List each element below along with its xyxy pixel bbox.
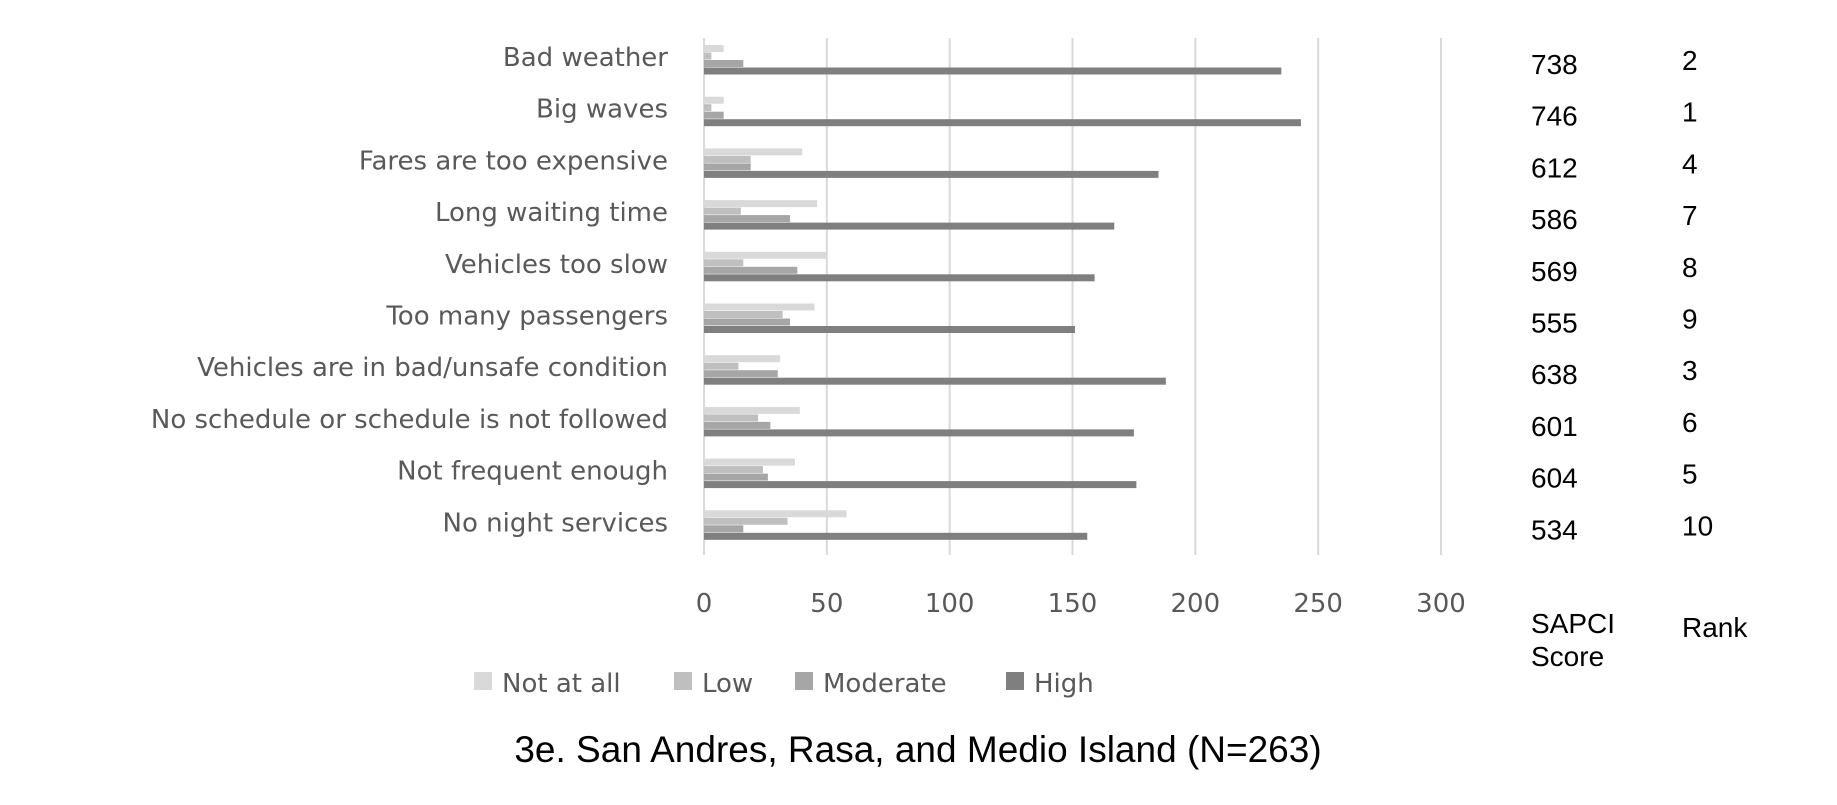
category-label: Vehicles are in bad/unsafe condition [197,353,668,383]
rank-header: Rank [1682,612,1748,643]
bar-low [704,362,739,370]
bar-not-at-all [704,251,827,259]
bar-high [704,222,1115,230]
bar-high [704,67,1282,75]
bar-not-at-all [704,510,847,518]
category-label: Too many passengers [385,302,668,332]
bar-moderate [704,421,771,429]
legend-label: Moderate [823,669,947,699]
rank-value: 1 [1682,97,1698,128]
category-label: Vehicles too slow [445,250,668,280]
bar-not-at-all [704,458,795,466]
bar-low [704,311,783,318]
rank-value: 6 [1682,407,1698,438]
bar-low [704,155,751,163]
sapci-score-value: 569 [1531,256,1578,287]
bar-low [704,414,759,422]
rank-value: 2 [1682,45,1698,76]
category-label: No night services [443,508,668,538]
x-tick-label: 250 [1293,589,1343,619]
bar-moderate [704,473,768,481]
bar-high [704,326,1075,333]
bar-moderate [704,525,744,533]
bar-high [704,170,1159,178]
bar-low [704,517,788,525]
category-label: Fares are too expensive [359,146,668,176]
legend-label: Not at all [502,669,621,699]
rank-value: 5 [1682,459,1698,490]
sapci-score-value: 586 [1531,204,1578,235]
x-tick-label: 300 [1416,589,1466,619]
sapci-score-value: 738 [1531,49,1578,80]
bar-moderate [704,215,790,223]
bar-not-at-all [704,45,724,52]
grid-lines [703,38,1442,555]
bar-high [704,377,1166,385]
legend-label: High [1034,669,1094,699]
category-labels: Bad weather Big waves Fares are too expens… [151,43,668,538]
category-label: Big waves [536,95,668,125]
bar-high [704,119,1301,127]
x-tick-label: 100 [925,589,975,619]
bar-moderate [704,163,751,171]
rank-value: 10 [1682,510,1713,541]
score-header-line1: SAPCI [1531,608,1615,639]
x-axis-ticks: 0 50 100 150 200 250 300 [696,589,1466,619]
legend: Not at all Low Moderate High [474,669,1094,699]
bar-not-at-all [704,406,800,414]
sapci-score-value: 612 [1531,152,1578,183]
bar-moderate [704,111,724,119]
bar-high [704,532,1088,540]
x-tick-label: 50 [810,589,843,619]
category-label: No schedule or schedule is not followed [151,405,668,435]
bar-moderate [704,60,744,67]
legend-swatch [474,672,492,690]
bars [704,45,1301,540]
sapci-score-value: 604 [1531,463,1578,494]
score-rank-table: 738 2 746 1 612 4 586 7 569 8 555 9 638 3 601 6 604 5 534 1… [1531,45,1748,672]
sapci-score-value: 601 [1531,411,1578,442]
bar-moderate [704,318,790,326]
legend-swatch [795,672,813,690]
bar-low [704,104,712,112]
sapci-score-value: 555 [1531,308,1578,339]
sapci-score-value: 534 [1531,514,1578,545]
x-tick-label: 150 [1048,589,1098,619]
category-label: Not frequent enough [397,457,668,487]
bar-not-at-all [704,355,781,363]
rank-value: 9 [1682,304,1698,335]
bar-high [704,429,1134,437]
sapci-score-value: 638 [1531,359,1578,390]
bar-not-at-all [704,148,803,156]
sapci-score-value: 746 [1531,101,1578,132]
chart-caption: 3e. San Andres, Rasa, and Medio Island (… [514,729,1321,770]
rank-value: 8 [1682,252,1698,283]
rank-value: 4 [1682,148,1698,179]
bar-high [704,274,1095,282]
legend-swatch [674,672,692,690]
rank-value: 3 [1682,355,1698,386]
bar-not-at-all [704,200,818,208]
bar-not-at-all [704,303,815,311]
bar-low [704,259,744,267]
score-header-line2: Score [1531,641,1604,672]
category-label: Bad weather [503,43,668,73]
bar-low [704,466,763,474]
bar-moderate [704,370,778,378]
legend-label: Low [702,669,753,699]
x-tick-label: 200 [1171,589,1221,619]
bar-not-at-all [704,96,724,104]
bar-low [704,52,712,60]
bar-moderate [704,266,798,274]
legend-swatch [1006,672,1024,690]
rank-value: 7 [1682,200,1698,231]
bar-low [704,207,741,215]
bar-high [704,481,1137,489]
x-tick-label: 0 [696,589,713,619]
category-label: Long waiting time [435,198,668,228]
